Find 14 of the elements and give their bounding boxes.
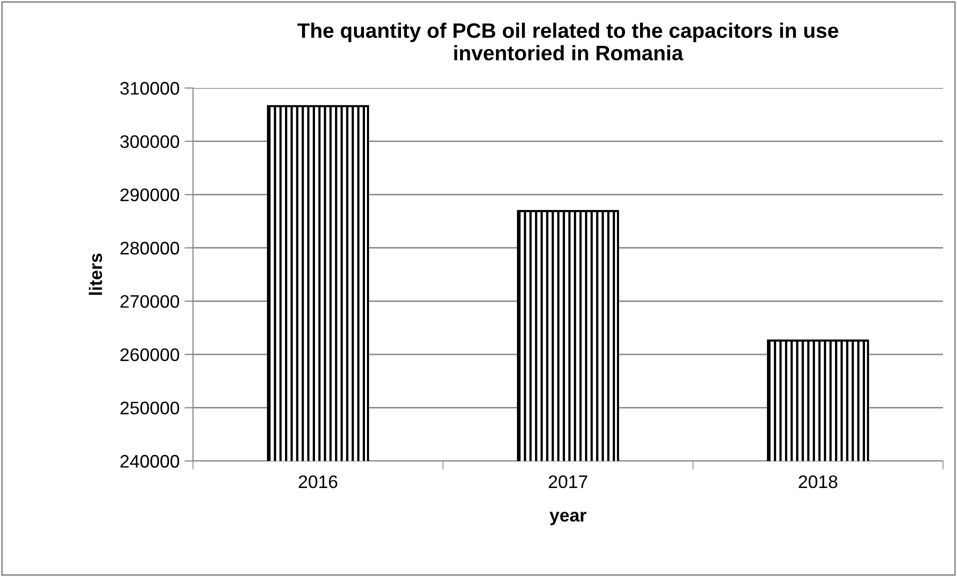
x-axis-title: year xyxy=(550,512,586,526)
y-tick-label: 280000 xyxy=(120,242,180,255)
x-tick-label: 2016 xyxy=(298,475,338,488)
y-tick-label: 300000 xyxy=(120,135,180,148)
y-tick-label: 240000 xyxy=(120,454,180,468)
y-tick-label: 270000 xyxy=(120,295,180,308)
y-tick-label: 250000 xyxy=(120,402,180,414)
y-axis-title: liters xyxy=(88,254,102,295)
x-tick-label: 2017 xyxy=(548,475,588,488)
y-tick-label: 310000 xyxy=(120,82,180,95)
x-tick-label: 2018 xyxy=(798,475,838,488)
y-tick-label: 260000 xyxy=(120,348,180,362)
y-tick-label: 290000 xyxy=(120,188,180,202)
chart-title: The quantity of PCB oil related to the capacitors in use inventoried in Romania xyxy=(297,22,838,60)
